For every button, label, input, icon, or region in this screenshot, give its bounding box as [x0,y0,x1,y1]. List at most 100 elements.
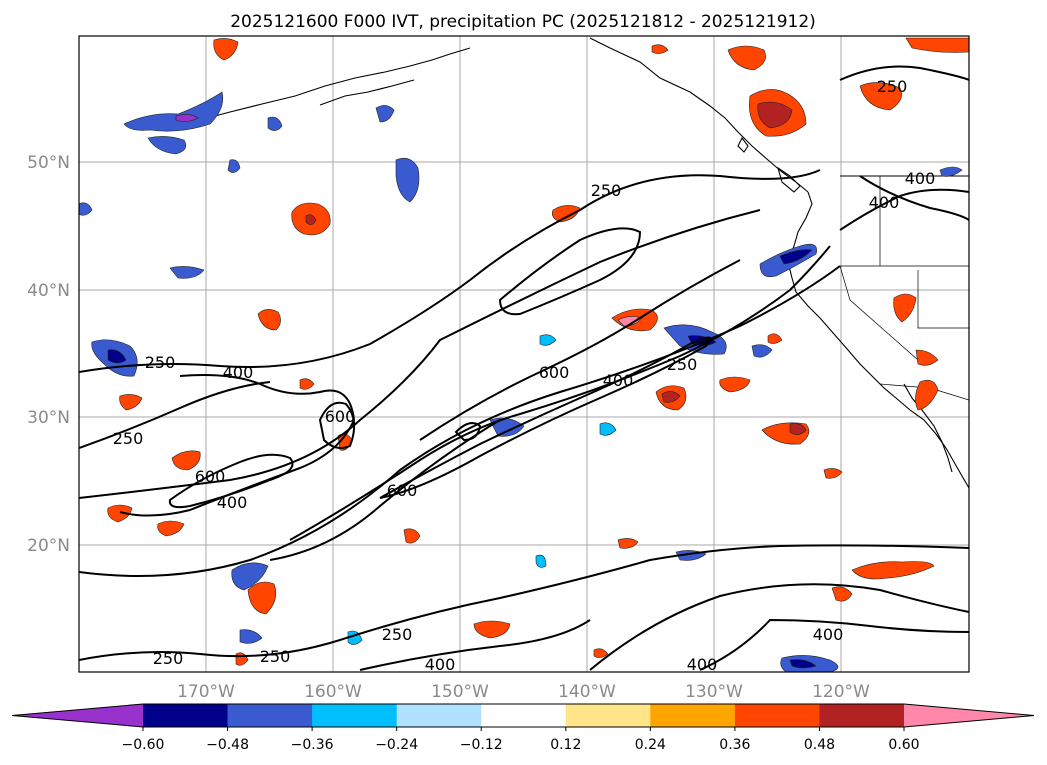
neg-blob [169,266,205,279]
colorbar-swatch [312,704,398,727]
colorbar-tick-label: 0.36 [719,737,750,753]
contour-labels: 250 250 250 250 250 250 250 250 400 400 … [113,77,936,674]
contour-label: 400 [869,193,900,212]
ivt-contour-250 [859,175,969,221]
neg-blob [147,136,187,155]
aleutian-coast-2 [319,79,415,106]
neg-blob [779,249,813,265]
pos-blob [851,561,935,580]
colorbar-tick-label: −0.60 [122,737,165,753]
neg-blob [79,202,93,216]
vancouver-island [777,166,801,193]
contour-label: 250 [113,429,144,448]
neg-blob [535,554,547,568]
lon-tick-label: 160°W [304,682,362,702]
contour-label: 400 [217,493,248,512]
contour-label: 400 [425,655,456,674]
contour-label: 250 [877,77,908,96]
pos-blob [305,214,317,225]
ivt-contour-400 [269,419,501,561]
neg-blob [599,422,617,436]
ivt-contour-600 [454,422,482,442]
pos-blob [661,391,681,403]
us-state-line-3 [839,265,919,361]
latitude-labels: 50°N 40°N 30°N 20°N [27,153,70,556]
ivt-contour-600 [168,453,294,509]
longitude-labels: 170°W 160°W 150°W 140°W 130°W 120°W [177,682,870,702]
colorbar-tick-label: −0.24 [375,737,418,753]
pos-blob [789,423,807,435]
lat-tick-label: 40°N [27,281,70,301]
colorbar: −0.60 −0.48 −0.36 −0.24 −0.12 0.12 0.24 0.36 0.4… [11,703,1035,753]
colorbar-tick-label: −0.48 [206,737,249,753]
pos-blob [552,205,581,223]
pos-blob [171,450,201,471]
coastlines [199,37,969,489]
colorbar-tick-label: 0.12 [550,737,581,753]
contour-label: 250 [260,647,291,666]
pos-blob [213,38,239,61]
pos-blob [119,394,143,411]
pos-blob [257,309,281,331]
ivt-contour-400 [699,618,969,671]
ivt-contour-250 [79,544,969,661]
colorbar-swatch [227,704,313,727]
pos-blob [617,538,639,549]
neg-blob [395,157,420,203]
contour-label: 400 [687,655,718,674]
ivt-contours [79,65,969,671]
ivt-contour-250 [839,65,969,81]
neg-blob [375,105,395,123]
neg-blob [751,344,773,358]
contour-label: 400 [905,169,936,188]
pos-blob [247,581,277,615]
alaska-coast [589,37,809,193]
contour-label: 600 [387,481,418,500]
colorbar-swatch [143,704,229,727]
contour-label: 600 [539,363,570,382]
neg-blob [267,116,283,131]
pos-blob [727,45,766,71]
north-america-west-coast [787,191,969,489]
colorbar-swatch [734,704,820,727]
colorbar-tick-label: 0.48 [804,737,835,753]
contour-label: 600 [195,467,226,486]
colorbar-extend-low [12,704,143,727]
pos-blob [915,349,939,366]
lon-tick-label: 120°W [812,682,870,702]
haida-gwaii [737,136,749,153]
ivt-contour-600 [379,336,712,499]
pos-blob [719,376,751,393]
contour-label: 250 [382,625,413,644]
colorbar-tick-label: 0.60 [888,737,919,753]
colorbar-swatch [650,704,736,727]
ivt-contour-250 [589,583,969,671]
neg-blob [227,159,241,173]
pos-blob [859,82,902,111]
lat-tick-label: 20°N [27,536,70,556]
neg-blob [489,417,525,437]
colorbar-swatch [565,704,651,727]
colorbar-tick-label: 0.24 [635,737,666,753]
pos-blob [757,101,793,129]
lat-tick-label: 50°N [27,153,70,173]
colorbar-swatch [481,704,567,727]
neg-blob [231,562,269,591]
ivt-contour-250 [79,381,271,449]
neg-blob [539,334,557,346]
pos-blob [403,528,421,544]
neg-blob [107,349,127,364]
ivt-contour-400 [359,619,591,671]
us-state-line-4 [917,270,969,329]
pos-blob [651,44,669,54]
colorbar-swatch [396,704,482,727]
pos-blob [299,378,315,390]
pos-blob [915,379,939,411]
ivt-contour-250 [79,209,761,499]
ivt-contour-600 [498,227,642,316]
ivt-contour-250 [79,169,821,373]
pos-blob [831,586,853,602]
colorbar-swatch [819,704,905,727]
contour-label: 400 [813,625,844,644]
